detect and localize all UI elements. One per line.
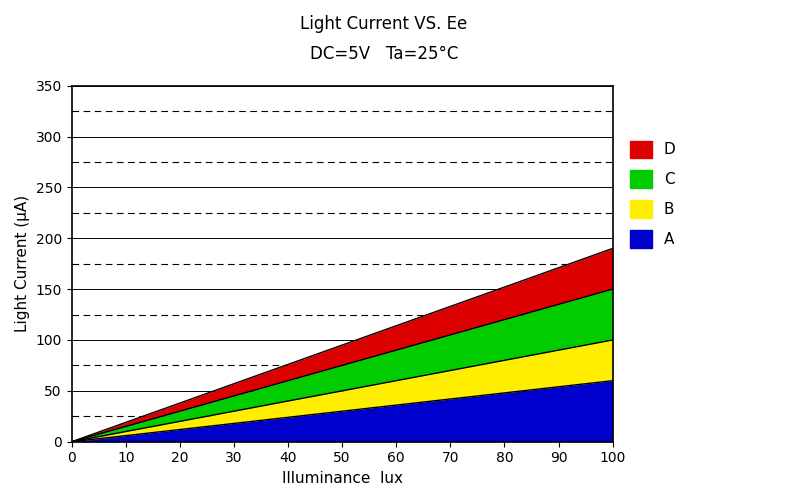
X-axis label: Illuminance  lux: Illuminance lux (282, 471, 402, 486)
Y-axis label: Light Current (μA): Light Current (μA) (15, 195, 30, 332)
Text: Light Current VS. Ee: Light Current VS. Ee (300, 15, 468, 33)
Text: DC=5V   Ta=25°C: DC=5V Ta=25°C (310, 45, 458, 63)
Legend: D, C, B, A: D, C, B, A (626, 136, 680, 253)
